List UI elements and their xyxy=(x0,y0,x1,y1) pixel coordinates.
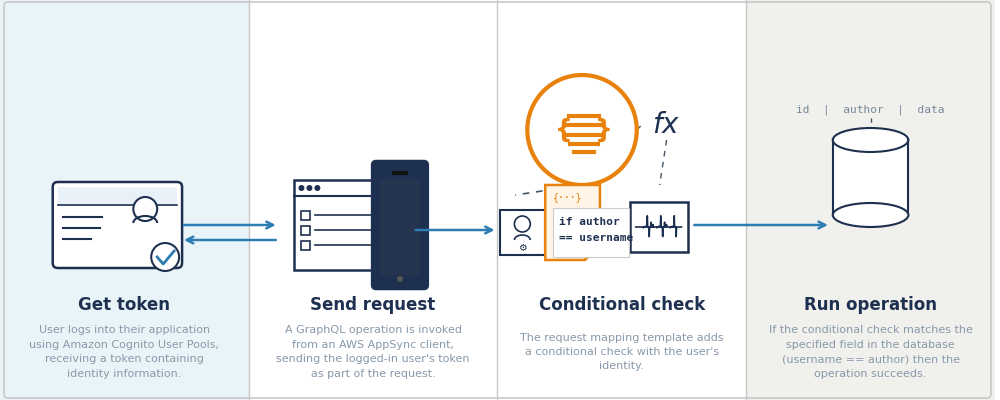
Text: Get token: Get token xyxy=(78,296,170,314)
Circle shape xyxy=(133,197,157,221)
Bar xyxy=(294,180,398,270)
Polygon shape xyxy=(585,245,600,260)
Text: if author: if author xyxy=(559,217,620,227)
Bar xyxy=(58,187,177,205)
Bar xyxy=(497,0,746,400)
Bar xyxy=(500,210,545,255)
Text: Run operation: Run operation xyxy=(804,296,937,314)
Bar xyxy=(380,179,420,275)
Bar xyxy=(833,140,908,215)
Text: User logs into their application
using Amazon Cognito User Pools,
receiving a to: User logs into their application using A… xyxy=(29,326,219,378)
Text: The request mapping template adds
a conditional check with the user's
identity.: The request mapping template adds a cond… xyxy=(520,333,724,371)
Text: Send request: Send request xyxy=(310,296,436,314)
Circle shape xyxy=(298,185,304,191)
Circle shape xyxy=(314,185,320,191)
FancyBboxPatch shape xyxy=(53,182,182,268)
Text: ⚙: ⚙ xyxy=(518,243,527,253)
Bar xyxy=(746,0,995,400)
Circle shape xyxy=(397,276,403,282)
Polygon shape xyxy=(545,185,600,260)
Bar xyxy=(0,0,249,400)
Circle shape xyxy=(527,75,637,185)
Circle shape xyxy=(306,185,312,191)
Ellipse shape xyxy=(833,203,908,227)
Text: $\mathit{fx}$: $\mathit{fx}$ xyxy=(652,111,681,139)
FancyBboxPatch shape xyxy=(372,161,428,289)
Text: If the conditional check matches the
specified field in the database
(username =: If the conditional check matches the spe… xyxy=(769,326,973,378)
Bar xyxy=(301,226,310,235)
Text: {: { xyxy=(555,118,573,142)
Bar xyxy=(301,211,310,220)
Text: id  |  author  |  data: id | author | data xyxy=(796,105,945,115)
FancyBboxPatch shape xyxy=(553,208,629,257)
Bar xyxy=(392,171,408,175)
Bar xyxy=(301,241,310,250)
Bar xyxy=(630,202,688,252)
Text: }: } xyxy=(595,118,613,142)
Bar xyxy=(249,0,497,400)
Circle shape xyxy=(514,216,530,232)
Text: == username: == username xyxy=(559,233,633,243)
Ellipse shape xyxy=(833,128,908,152)
Text: {···}: {···} xyxy=(553,192,583,202)
Text: A GraphQL operation is invoked
from an AWS AppSync client,
sending the logged-in: A GraphQL operation is invoked from an A… xyxy=(276,326,470,378)
Text: Conditional check: Conditional check xyxy=(539,296,705,314)
Circle shape xyxy=(151,243,179,271)
